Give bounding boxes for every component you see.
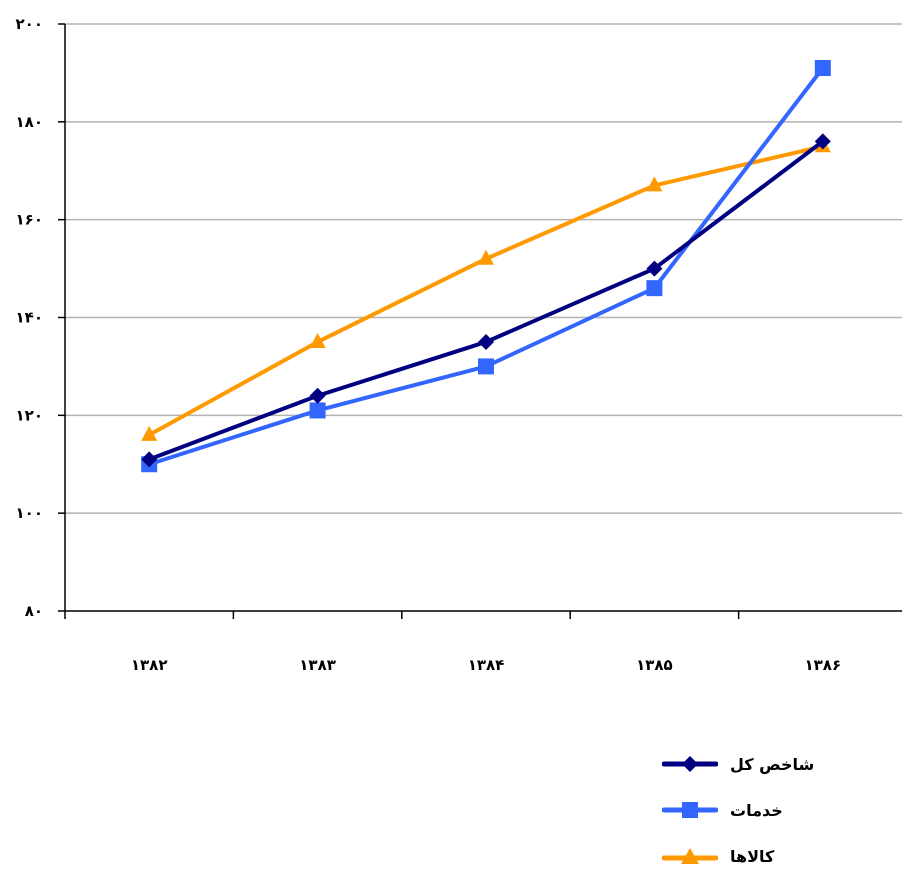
data-point-diamond — [141, 451, 158, 468]
y-tick-label: ۸۰ — [25, 602, 43, 620]
data-point-diamond — [478, 333, 494, 350]
data-point-diamond — [646, 260, 663, 277]
legend-label: شاخص کل — [730, 754, 815, 774]
data-point-triangle — [141, 425, 158, 441]
y-tick-labels: ۸۰ ۱۰۰ ۱۲۰ ۱۴۰ ۱۶۰ ۱۸۰ ۲۰۰ — [16, 15, 43, 620]
data-point-diamond — [814, 133, 831, 150]
legend-label: خدمات — [730, 800, 783, 820]
data-point-triangle — [646, 176, 663, 192]
square-marker-icon — [662, 802, 718, 818]
x-tick-labels: ۱۳۸۲ ۱۳۸۳ ۱۳۸۴ ۱۳۸۵ ۱۳۸۶ — [131, 656, 841, 674]
y-tick-label: ۱۲۰ — [16, 406, 43, 424]
y-tick-label: ۱۶۰ — [16, 211, 43, 229]
series-lines — [141, 60, 831, 473]
data-point-triangle — [478, 249, 494, 265]
series-line — [148, 144, 824, 437]
legend: شاخص کل خدمات کالاها — [662, 752, 892, 890]
series-line — [148, 66, 825, 467]
x-tick-label: ۱۳۸۴ — [468, 656, 505, 674]
data-point-square — [309, 402, 326, 419]
data-point-square — [814, 60, 831, 77]
x-tick-label: ۱۳۸۶ — [804, 656, 841, 674]
legend-label: کالاها — [730, 846, 775, 866]
x-tick-label: ۱۳۸۳ — [299, 656, 336, 674]
y-tick-label: ۲۰۰ — [16, 15, 43, 33]
y-tick-label: ۱۰۰ — [16, 504, 43, 522]
data-point-triangle — [309, 332, 326, 348]
x-tick-label: ۱۳۸۲ — [131, 656, 168, 674]
data-point-diamond — [309, 387, 326, 404]
triangle-marker-icon — [662, 848, 718, 864]
x-tick-label: ۱۳۸۵ — [636, 656, 673, 674]
data-point-square — [478, 358, 494, 375]
gridlines — [65, 23, 902, 514]
legend-item-services: خدمات — [662, 798, 892, 822]
series-line — [148, 139, 825, 462]
legend-item-goods: کالاها — [662, 844, 892, 868]
y-tick-label: ۱۴۰ — [16, 309, 43, 327]
diamond-marker-icon — [662, 756, 718, 772]
legend-item-total-index: شاخص کل — [662, 752, 892, 776]
axes — [58, 23, 902, 619]
data-point-square — [646, 280, 663, 297]
y-tick-label: ۱۸۰ — [16, 113, 43, 131]
